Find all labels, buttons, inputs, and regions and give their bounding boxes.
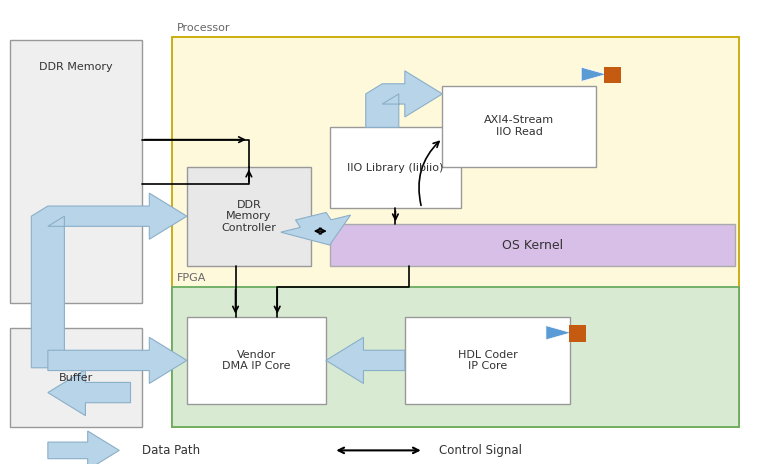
FancyBboxPatch shape <box>172 287 739 427</box>
Polygon shape <box>31 193 187 368</box>
Bar <box>604 67 621 83</box>
Text: DDR Memory: DDR Memory <box>39 63 113 72</box>
FancyBboxPatch shape <box>442 86 597 167</box>
Polygon shape <box>581 67 606 81</box>
FancyBboxPatch shape <box>405 317 570 404</box>
Polygon shape <box>48 337 187 383</box>
Text: DDR
Memory
Controller: DDR Memory Controller <box>222 199 276 233</box>
Polygon shape <box>326 337 405 383</box>
FancyBboxPatch shape <box>187 167 311 266</box>
Text: OS Kernel: OS Kernel <box>502 239 563 252</box>
FancyBboxPatch shape <box>329 224 736 266</box>
Polygon shape <box>366 71 442 127</box>
Text: IIO Library (libiio): IIO Library (libiio) <box>347 163 444 173</box>
FancyBboxPatch shape <box>187 317 326 404</box>
Text: AXI4-Stream
IIO Read: AXI4-Stream IIO Read <box>484 115 554 137</box>
Text: Data Path: Data Path <box>142 444 200 457</box>
Text: HDL Coder
IP Core: HDL Coder IP Core <box>457 350 517 371</box>
Polygon shape <box>546 325 572 340</box>
Polygon shape <box>48 431 120 467</box>
Text: FPGA: FPGA <box>177 273 207 283</box>
FancyBboxPatch shape <box>329 127 461 208</box>
Text: Control Signal: Control Signal <box>438 444 522 457</box>
Polygon shape <box>281 212 350 245</box>
FancyBboxPatch shape <box>11 328 142 427</box>
FancyBboxPatch shape <box>172 37 739 427</box>
Text: Buffer: Buffer <box>59 373 93 382</box>
Bar <box>569 325 586 342</box>
FancyBboxPatch shape <box>11 40 142 303</box>
Text: Vendor
DMA IP Core: Vendor DMA IP Core <box>222 350 291 371</box>
Polygon shape <box>48 369 130 416</box>
Text: Processor: Processor <box>177 23 231 33</box>
